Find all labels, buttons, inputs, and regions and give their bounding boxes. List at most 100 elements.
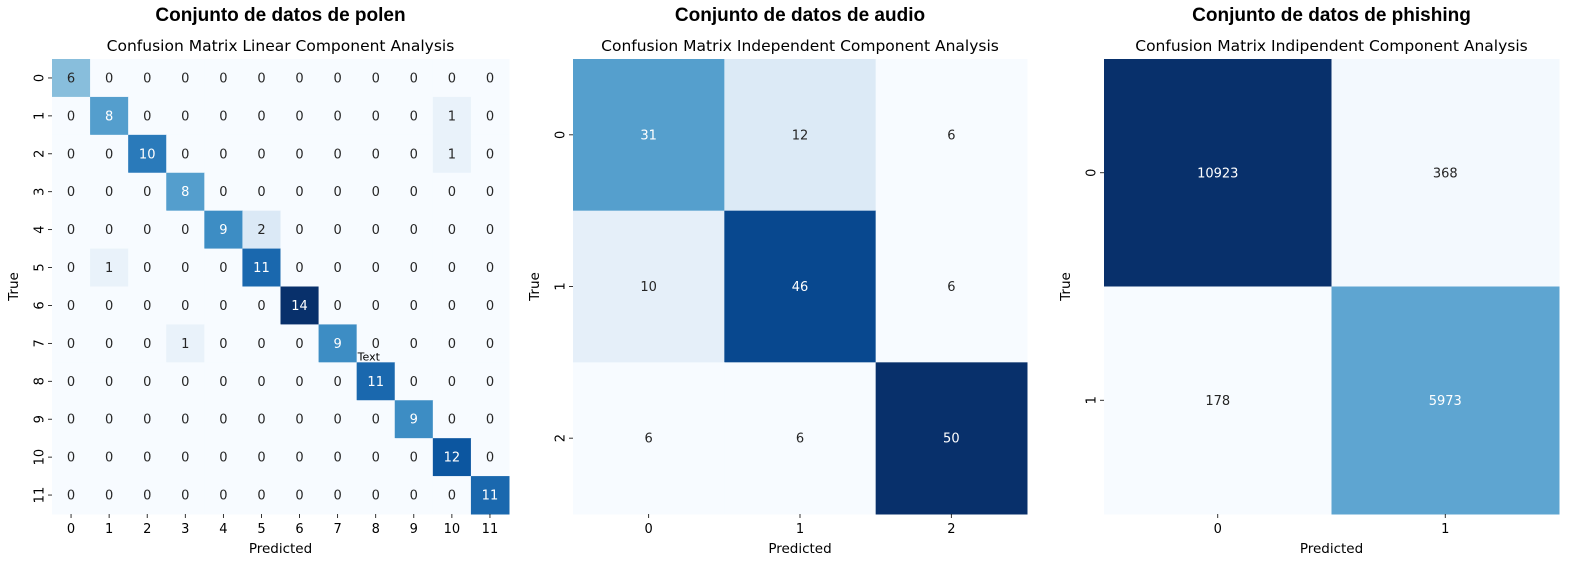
cell-value-label: 0	[372, 147, 380, 162]
chart-title: Confusion Matrix Independent Component A…	[601, 37, 999, 55]
cell-value-label: 9	[410, 413, 418, 428]
heatmap-cell	[280, 476, 320, 515]
heatmap-cell	[52, 96, 91, 136]
cell-value-label: 0	[105, 451, 113, 466]
heatmap-cell	[318, 96, 358, 136]
cell-value-label: 0	[143, 223, 151, 238]
heatmap-cell	[280, 96, 320, 136]
heatmap-cell	[356, 476, 396, 515]
cell-value-label: 2	[257, 223, 265, 238]
cell-value-label: 0	[295, 223, 303, 238]
heatmap-cell	[242, 96, 281, 136]
cell-value-label: 0	[333, 109, 341, 124]
heatmap-cell	[204, 400, 243, 439]
cell-value-label: 368	[1433, 166, 1458, 181]
y-axis-label: True	[6, 272, 22, 302]
heatmap-cell	[432, 210, 472, 250]
cell-value-label: 0	[219, 299, 227, 314]
cell-value-label: 0	[448, 261, 456, 276]
heatmap-cell	[52, 324, 91, 363]
heatmap-cell	[242, 438, 281, 477]
cell-value-label: 10	[139, 147, 156, 162]
cell-value-label: 0	[295, 71, 303, 86]
cell-value-label: 0	[67, 375, 75, 390]
heatmap-cell	[52, 59, 91, 98]
cell-value-label: 8	[181, 185, 189, 200]
heatmap-cell	[356, 172, 396, 212]
heatmap-cell	[90, 59, 129, 98]
heatmap-cell	[166, 210, 205, 250]
cell-value-label: 0	[105, 71, 113, 86]
cell-value-label: 0	[143, 261, 151, 276]
heatmap-cell	[356, 362, 396, 401]
cell-value-label: 0	[372, 71, 380, 86]
cell-value-label: 0	[67, 451, 75, 466]
cell-value-label: 6	[645, 432, 653, 447]
cell-value-label: 0	[105, 337, 113, 352]
cell-value-label: 0	[67, 261, 75, 276]
cell-value-label: 0	[143, 109, 151, 124]
heatmap-cell	[204, 476, 243, 515]
heatmap-cell	[280, 324, 320, 363]
x-tick-label: 3	[181, 522, 189, 537]
heatmap-cell	[470, 59, 510, 98]
cell-value-label: 0	[219, 451, 227, 466]
heatmap-cell	[356, 286, 396, 325]
heatmap-cell	[90, 210, 129, 250]
heatmap-cell	[90, 134, 129, 174]
heatmap-cell	[1331, 286, 1560, 515]
cell-value-label: 0	[410, 451, 418, 466]
heatmap-cell	[875, 210, 1028, 363]
cell-value-label: 0	[333, 147, 341, 162]
y-tick-label: 11	[33, 487, 48, 504]
cell-value-label: 0	[181, 261, 189, 276]
cell-value-label: 11	[482, 489, 499, 504]
heatmap-cell	[90, 172, 129, 212]
heatmap-cell	[242, 286, 281, 325]
y-tick-label: 9	[33, 415, 48, 423]
cell-value-label: 1	[181, 337, 189, 352]
cell-value-label: 0	[448, 299, 456, 314]
x-tick-label: 0	[1214, 522, 1222, 537]
cell-value-label: 0	[448, 375, 456, 390]
heatmap-cell	[356, 438, 396, 477]
cell-value-label: 0	[295, 261, 303, 276]
heatmap-cell	[128, 134, 167, 174]
cell-value-label: 0	[257, 71, 265, 86]
heatmap-cell	[318, 248, 358, 287]
cell-value-label: 0	[410, 223, 418, 238]
y-tick-label: 1	[33, 112, 48, 120]
heatmap-cell	[166, 400, 205, 439]
x-tick-label: 9	[410, 522, 418, 537]
cell-value-label: 0	[486, 261, 494, 276]
cell-value-label: 0	[257, 375, 265, 390]
heatmap-cell	[52, 286, 91, 325]
cell-value-label: 0	[448, 185, 456, 200]
heatmap-cell	[242, 324, 281, 363]
cell-value-label: 0	[181, 71, 189, 86]
heatmap-cell	[356, 324, 396, 363]
cell-value-label: 0	[143, 413, 151, 428]
heatmap-cell	[128, 400, 167, 439]
heatmap-cell	[280, 400, 320, 439]
cell-value-label: 0	[410, 261, 418, 276]
heatmap-cell	[242, 134, 281, 174]
cell-value-label: 178	[1205, 394, 1230, 409]
y-tick-label: 1	[554, 282, 569, 290]
y-tick-label: 6	[33, 301, 48, 309]
cell-value-label: 0	[67, 489, 75, 504]
heatmap-cell	[280, 248, 320, 287]
heatmap-cell	[280, 438, 320, 477]
heatmap-cell	[470, 96, 510, 136]
heatmap-cell	[242, 476, 281, 515]
heatmap-cell	[1104, 59, 1332, 287]
heatmap-cell	[470, 248, 510, 287]
x-tick-label: 2	[143, 522, 151, 537]
cell-value-label: 0	[257, 489, 265, 504]
cell-value-label: 0	[372, 109, 380, 124]
cell-value-label: 0	[333, 413, 341, 428]
cell-value-label: 0	[372, 223, 380, 238]
cell-value-label: 0	[181, 147, 189, 162]
heatmap-cell	[875, 362, 1028, 515]
cell-value-label: 0	[486, 451, 494, 466]
